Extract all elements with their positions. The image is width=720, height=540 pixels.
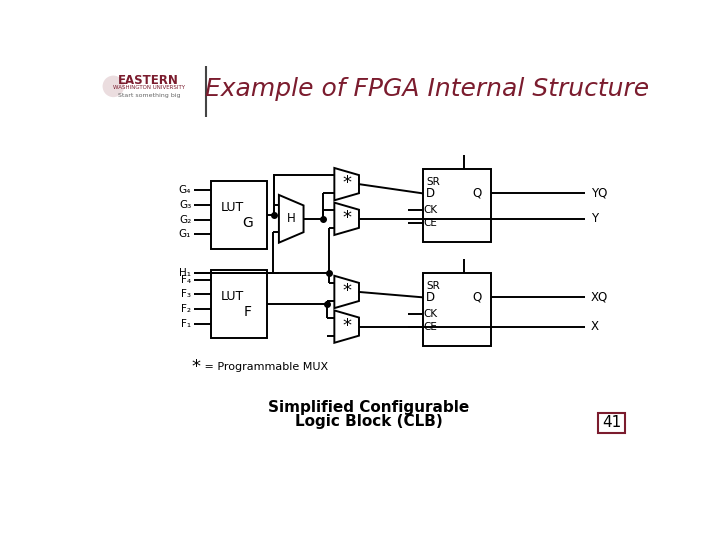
Text: LUT: LUT (221, 290, 244, 303)
Text: F₄: F₄ (181, 275, 191, 285)
Text: Q: Q (472, 291, 482, 304)
Text: G: G (243, 215, 253, 230)
Polygon shape (279, 195, 304, 242)
Polygon shape (334, 310, 359, 343)
Bar (423, 168, 490, 242)
Text: *: * (192, 357, 201, 376)
Ellipse shape (102, 76, 124, 97)
Text: D: D (426, 291, 435, 304)
Text: Example of FPGA Internal Structure: Example of FPGA Internal Structure (204, 77, 649, 102)
Text: G₁: G₁ (179, 229, 191, 239)
Bar (598, 413, 626, 433)
Text: G₃: G₃ (179, 200, 191, 210)
Text: EASTERN: EASTERN (118, 73, 179, 87)
Text: Start something big: Start something big (117, 93, 180, 98)
Text: Y: Y (590, 212, 598, 225)
Text: *: * (343, 209, 352, 227)
Text: H: H (287, 212, 296, 225)
Text: YQ: YQ (590, 187, 607, 200)
Text: CK: CK (423, 309, 438, 319)
Text: *: * (343, 317, 352, 335)
Text: Q: Q (472, 187, 482, 200)
Text: H₁: H₁ (179, 268, 191, 278)
Text: Simplified Configurable: Simplified Configurable (269, 400, 469, 415)
Polygon shape (334, 168, 359, 200)
Bar (211, 271, 266, 338)
Text: *: * (343, 282, 352, 300)
Text: CK: CK (423, 205, 438, 215)
Text: G₄: G₄ (179, 185, 191, 195)
Text: F₃: F₃ (181, 289, 191, 299)
Text: 41: 41 (602, 415, 621, 430)
Polygon shape (334, 276, 359, 308)
Text: LUT: LUT (221, 201, 244, 214)
Text: SR: SR (426, 281, 440, 291)
Bar (423, 273, 490, 346)
Polygon shape (334, 202, 359, 235)
Bar (211, 181, 266, 249)
Text: F₁: F₁ (181, 319, 191, 328)
Text: XQ: XQ (590, 291, 608, 304)
Text: G₂: G₂ (179, 214, 191, 225)
Text: D: D (426, 187, 435, 200)
Text: F₂: F₂ (181, 304, 191, 314)
Bar (92, 65, 647, 119)
Text: F: F (244, 305, 252, 319)
Text: Logic Block (CLB): Logic Block (CLB) (295, 414, 443, 429)
Text: WASHINGTON UNIVERSITY: WASHINGTON UNIVERSITY (113, 85, 185, 90)
Text: *: * (343, 174, 352, 192)
Text: CE: CE (423, 218, 438, 228)
Text: CE: CE (423, 322, 438, 332)
Text: X: X (590, 320, 599, 333)
Text: SR: SR (426, 177, 440, 187)
Text: = Programmable MUX: = Programmable MUX (201, 362, 328, 373)
